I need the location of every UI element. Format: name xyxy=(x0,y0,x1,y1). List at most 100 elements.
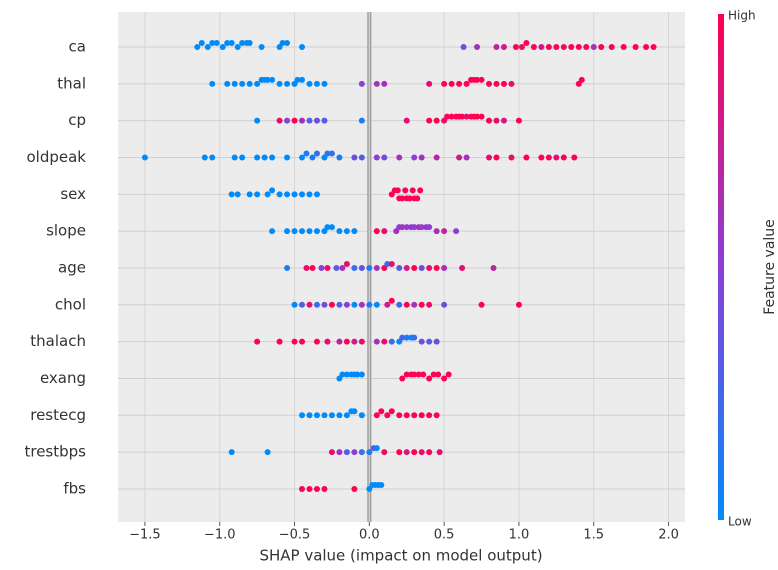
dot xyxy=(433,264,440,271)
dot xyxy=(324,150,331,157)
dot xyxy=(575,44,582,50)
y-tick-label: ca xyxy=(69,38,86,56)
dot xyxy=(198,40,205,46)
dot xyxy=(313,191,320,198)
dot xyxy=(318,264,325,271)
x-tick-label: −1.0 xyxy=(204,528,236,543)
dot xyxy=(441,228,448,235)
dot xyxy=(399,224,406,231)
dot xyxy=(194,44,201,50)
dot xyxy=(384,412,391,419)
dot xyxy=(343,301,350,308)
dot xyxy=(411,412,418,419)
dot xyxy=(306,412,313,419)
dot xyxy=(418,301,425,308)
dot xyxy=(343,338,350,345)
dot xyxy=(246,40,253,46)
dot xyxy=(403,301,410,308)
dot xyxy=(474,76,481,83)
dot xyxy=(231,154,238,161)
dot xyxy=(394,187,401,194)
dot xyxy=(299,485,306,492)
y-tick-label: trestbps xyxy=(24,443,86,461)
dot xyxy=(291,338,298,345)
dot xyxy=(299,338,306,345)
dot xyxy=(403,449,410,456)
dot xyxy=(523,40,530,46)
dot xyxy=(384,260,391,267)
dot xyxy=(456,80,463,87)
dot xyxy=(313,412,320,419)
y-tick-label: fbs xyxy=(63,479,86,497)
dot xyxy=(426,375,433,382)
dot xyxy=(426,264,433,271)
dot xyxy=(291,117,298,124)
dot xyxy=(403,334,410,341)
dot xyxy=(396,154,403,161)
dot xyxy=(343,260,350,267)
dot xyxy=(411,301,418,308)
dot xyxy=(378,408,385,415)
dot xyxy=(328,449,335,456)
dot xyxy=(358,371,365,378)
dot xyxy=(239,154,246,161)
y-tick-label: thal xyxy=(57,74,86,92)
colorbar-low: Low xyxy=(728,515,752,529)
dot xyxy=(403,264,410,271)
dot xyxy=(299,117,306,124)
dot xyxy=(545,154,552,161)
dot xyxy=(351,338,358,345)
dot xyxy=(373,445,380,452)
dot xyxy=(403,224,410,231)
dot xyxy=(246,80,253,87)
dot xyxy=(571,154,578,161)
dot xyxy=(246,191,253,198)
dot xyxy=(328,301,335,308)
dot xyxy=(254,117,261,124)
dot xyxy=(500,44,507,50)
x-tick-label: 1.0 xyxy=(509,528,530,543)
dot xyxy=(213,40,220,46)
y-tick-label: age xyxy=(58,258,86,276)
dot xyxy=(299,154,306,161)
dot xyxy=(264,76,271,83)
dot xyxy=(373,412,380,419)
dot xyxy=(303,264,310,271)
dot xyxy=(269,187,276,194)
dot xyxy=(411,224,418,231)
dot xyxy=(358,412,365,419)
dot xyxy=(435,371,442,378)
dot xyxy=(254,80,261,87)
dot xyxy=(309,264,316,271)
dot xyxy=(490,264,497,271)
dot xyxy=(264,191,271,198)
y-tick-label: slope xyxy=(46,222,86,240)
dot xyxy=(313,80,320,87)
dot xyxy=(284,264,291,271)
dot xyxy=(313,485,320,492)
dot xyxy=(321,485,328,492)
dot xyxy=(411,334,418,341)
dot xyxy=(590,44,597,50)
dot xyxy=(294,76,301,83)
dot xyxy=(279,40,286,46)
dot xyxy=(336,228,343,235)
dot xyxy=(411,264,418,271)
dot xyxy=(381,228,388,235)
dot xyxy=(486,117,493,124)
dot xyxy=(417,187,424,194)
dot xyxy=(486,154,493,161)
dot xyxy=(441,80,448,87)
x-tick-label: −1.5 xyxy=(129,528,161,543)
dot xyxy=(373,154,380,161)
dot xyxy=(366,301,373,308)
dot xyxy=(234,44,241,50)
dot xyxy=(351,264,358,271)
dot xyxy=(493,44,500,50)
dot xyxy=(351,154,358,161)
dot xyxy=(228,40,235,46)
dot xyxy=(291,228,298,235)
dot xyxy=(381,449,388,456)
dot xyxy=(239,40,246,46)
